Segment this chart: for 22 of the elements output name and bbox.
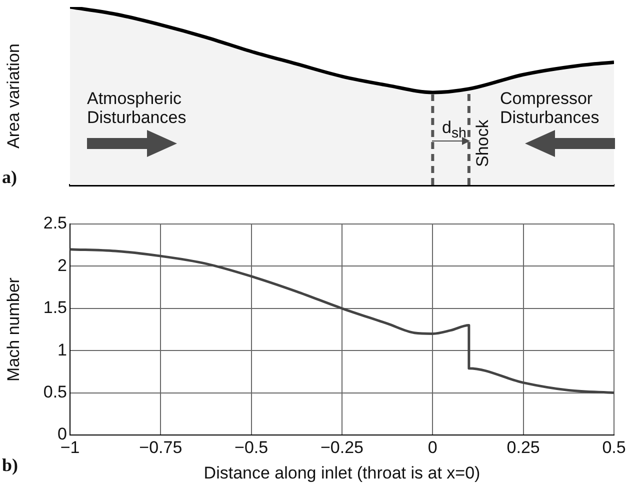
y-tick-label: 1 xyxy=(58,340,67,360)
x-tick-label: −0.75 xyxy=(139,438,182,457)
annotation: Atmospheric Disturbances xyxy=(87,89,188,127)
y-tick-label: 2 xyxy=(58,256,67,275)
line-series xyxy=(70,248,614,394)
x-tick-label: 0.25 xyxy=(506,438,540,457)
y-axis-title: Mach number xyxy=(4,277,23,382)
x-axis-title: Distance along inlet (throat is at x=0) xyxy=(204,463,480,482)
x-tick-label: −0.25 xyxy=(320,438,364,457)
x-tick-label: 0 xyxy=(428,438,438,457)
annotation: d$_{sh}$ xyxy=(442,118,466,144)
text: a) xyxy=(2,167,17,187)
x-tick-label: 0.5 xyxy=(602,438,626,457)
y-tick-label: 0 xyxy=(58,424,67,444)
y-axis-title: Area variation xyxy=(4,44,23,148)
x-tick-label: −0.5 xyxy=(234,438,268,457)
annotation: Compressor Disturbances xyxy=(500,89,600,127)
ref-line-label: Shock xyxy=(473,119,492,167)
y-tick-label: 1.5 xyxy=(43,298,67,318)
text: b) xyxy=(2,455,18,475)
y-tick-label: 0.5 xyxy=(43,382,67,402)
y-tick-label: 2.5 xyxy=(43,214,67,233)
